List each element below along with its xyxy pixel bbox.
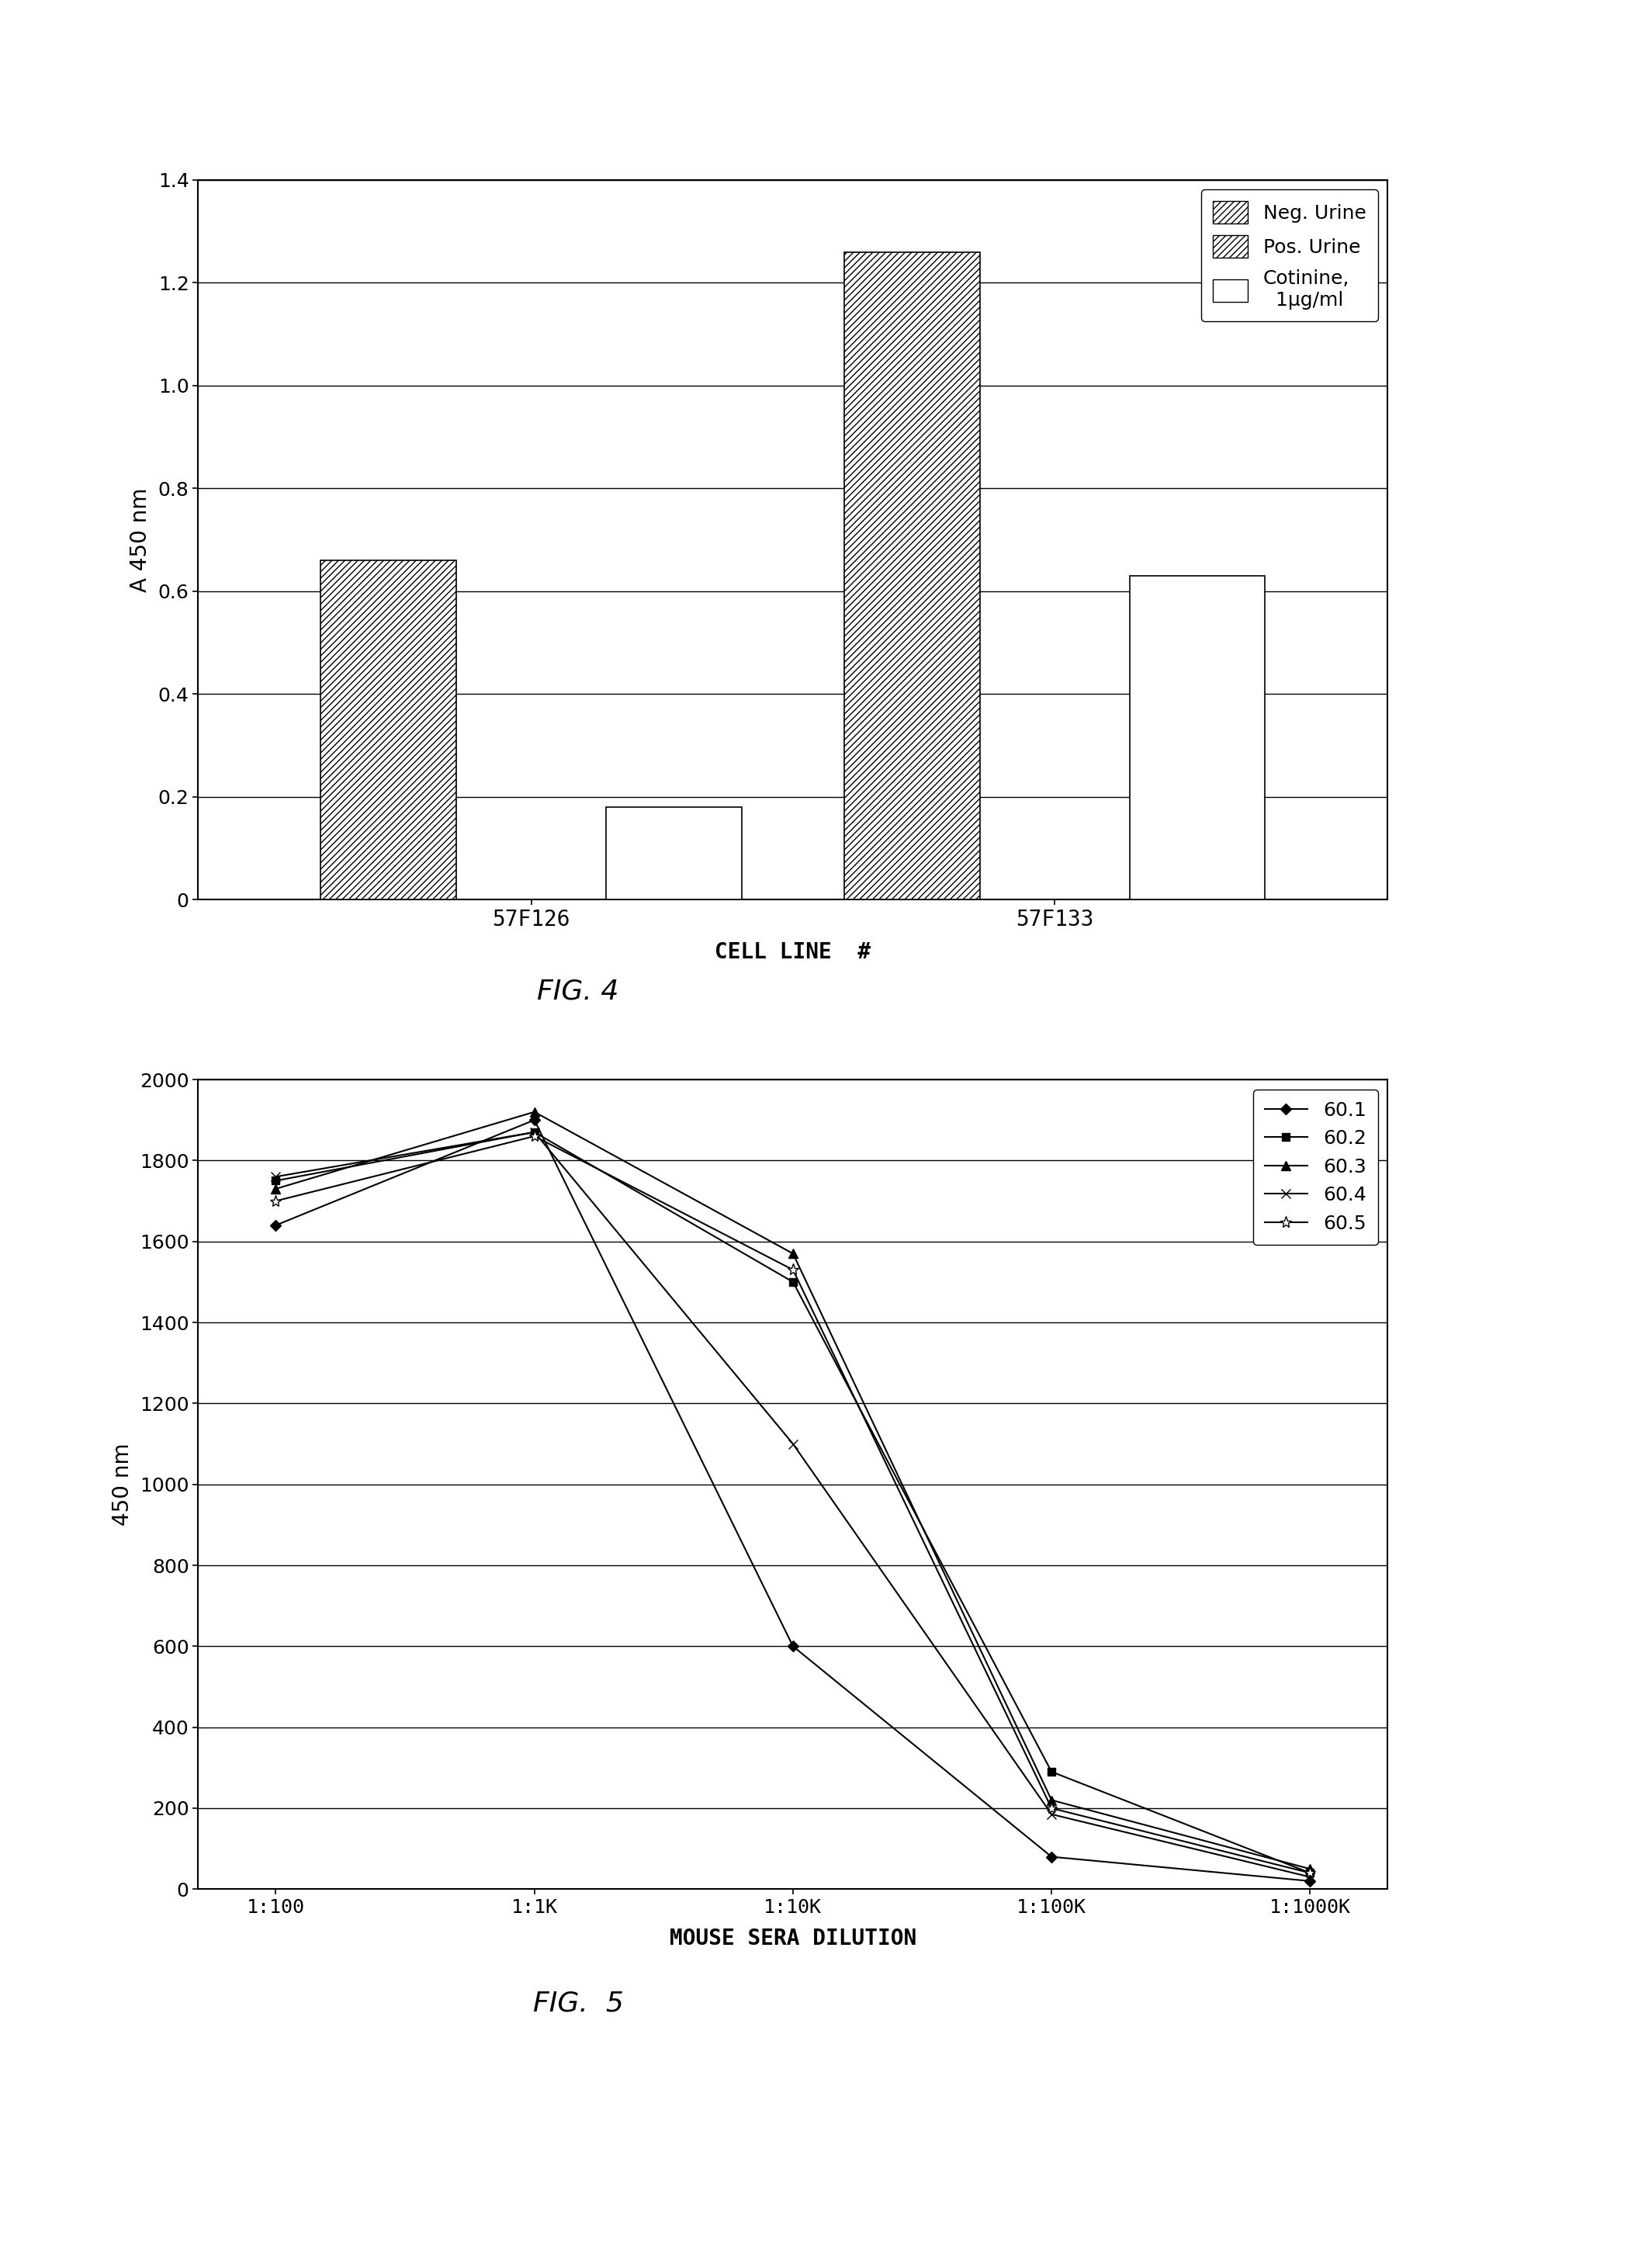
Text: FIG.  5: FIG. 5 bbox=[534, 1990, 623, 2017]
60.3 bbox=[266, 1176, 286, 1203]
Bar bbox=[320, 560, 456, 900]
Y-axis label: 450 nm: 450 nm bbox=[112, 1444, 134, 1525]
60.5 bbox=[266, 1187, 286, 1214]
Line: 60.5: 60.5 bbox=[269, 1131, 1317, 1878]
60.1 bbox=[783, 1633, 803, 1660]
60.2 bbox=[524, 1118, 544, 1145]
Bar bbox=[1130, 576, 1265, 900]
60.4 bbox=[266, 1163, 286, 1190]
X-axis label: CELL LINE  #: CELL LINE # bbox=[715, 942, 871, 963]
Line: 60.4: 60.4 bbox=[271, 1127, 1315, 1882]
60.1 bbox=[266, 1212, 286, 1239]
60.4 bbox=[1300, 1864, 1320, 1891]
Text: FIG. 4: FIG. 4 bbox=[537, 978, 620, 1005]
Line: 60.1: 60.1 bbox=[273, 1116, 1313, 1885]
Bar bbox=[844, 252, 980, 900]
60.5 bbox=[783, 1257, 803, 1284]
Line: 60.2: 60.2 bbox=[273, 1129, 1313, 1876]
Line: 60.3: 60.3 bbox=[271, 1107, 1315, 1873]
60.3 bbox=[783, 1239, 803, 1266]
60.5 bbox=[524, 1122, 544, 1149]
60.1 bbox=[1300, 1867, 1320, 1894]
Legend: Neg. Urine, Pos. Urine, Cotinine,
  1μg/ml: Neg. Urine, Pos. Urine, Cotinine, 1μg/ml bbox=[1201, 189, 1378, 322]
60.2 bbox=[266, 1167, 286, 1194]
60.5 bbox=[1042, 1795, 1062, 1822]
X-axis label: MOUSE SERA DILUTION: MOUSE SERA DILUTION bbox=[669, 1927, 917, 1950]
60.2 bbox=[1042, 1759, 1062, 1786]
60.4 bbox=[1042, 1801, 1062, 1828]
60.3 bbox=[1300, 1855, 1320, 1882]
Bar bbox=[606, 807, 742, 900]
60.1 bbox=[524, 1107, 544, 1133]
Y-axis label: A 450 nm: A 450 nm bbox=[131, 488, 152, 591]
60.4 bbox=[524, 1118, 544, 1145]
Legend: 60.1, 60.2, 60.3, 60.4, 60.5: 60.1, 60.2, 60.3, 60.4, 60.5 bbox=[1254, 1089, 1378, 1244]
60.1 bbox=[1042, 1844, 1062, 1871]
60.5 bbox=[1300, 1860, 1320, 1887]
60.2 bbox=[783, 1268, 803, 1295]
60.3 bbox=[524, 1098, 544, 1124]
60.2 bbox=[1300, 1860, 1320, 1887]
60.4 bbox=[783, 1430, 803, 1457]
60.3 bbox=[1042, 1786, 1062, 1813]
